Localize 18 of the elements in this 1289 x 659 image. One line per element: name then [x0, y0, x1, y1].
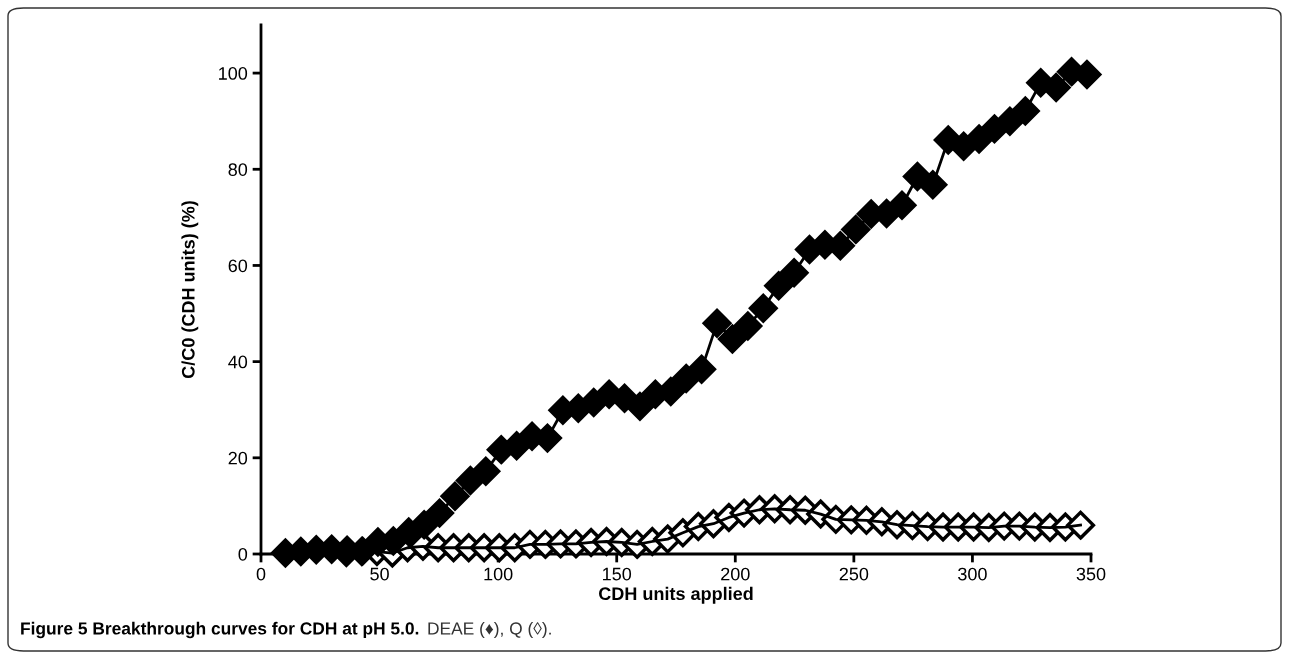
x-tick-label: 0 [256, 567, 266, 581]
x-tick-label: 50 [370, 567, 389, 581]
x-tick-label: 150 [603, 567, 632, 581]
y-tick-label: 60 [228, 259, 248, 273]
y-tick-label: 100 [219, 67, 248, 80]
y-tick-label: 0 [238, 547, 248, 561]
text: DEAE (♦), Q (◊). [428, 621, 551, 639]
x-tick-label: 200 [721, 567, 750, 581]
caption: Figure 5 Breakthrough curves for CDH at pH 5.0. [21, 621, 419, 639]
x-tick-label: 300 [958, 567, 987, 581]
y-axis-title: C/C0 (CDH units) (%) [181, 201, 199, 379]
x-tick-label: 350 [1076, 567, 1106, 581]
x-tick-label: 100 [484, 567, 513, 581]
x-axis-title: CDH units applied [599, 586, 753, 604]
y-tick-label: 40 [228, 355, 248, 369]
x-tick-label: 250 [839, 567, 869, 581]
y-tick-label: 80 [228, 163, 248, 176]
y-tick-label: 20 [228, 451, 248, 465]
